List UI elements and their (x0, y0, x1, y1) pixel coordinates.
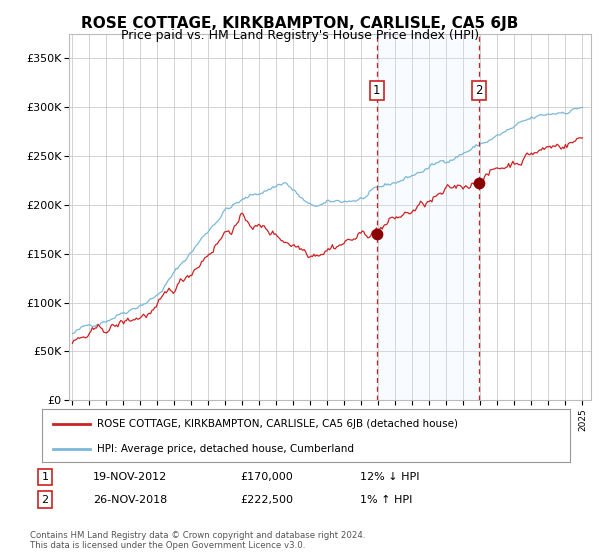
Text: HPI: Average price, detached house, Cumberland: HPI: Average price, detached house, Cumb… (97, 444, 355, 454)
Text: Contains HM Land Registry data © Crown copyright and database right 2024.
This d: Contains HM Land Registry data © Crown c… (30, 530, 365, 550)
Point (372, 230, 382, 239)
Text: 1: 1 (41, 472, 49, 482)
Text: ROSE COTTAGE, KIRKBAMPTON, CARLISLE, CA5 6JB: ROSE COTTAGE, KIRKBAMPTON, CARLISLE, CA5… (82, 16, 518, 31)
Text: 12% ↓ HPI: 12% ↓ HPI (360, 472, 419, 482)
Text: £222,500: £222,500 (240, 494, 293, 505)
Text: 1% ↑ HPI: 1% ↑ HPI (360, 494, 412, 505)
Point (474, 178, 484, 187)
Text: 1: 1 (373, 84, 380, 97)
Text: 19-NOV-2012: 19-NOV-2012 (93, 472, 167, 482)
Bar (377, 34, 479, 400)
Text: Price paid vs. HM Land Registry's House Price Index (HPI): Price paid vs. HM Land Registry's House … (121, 29, 479, 42)
Text: £170,000: £170,000 (240, 472, 293, 482)
Text: 26-NOV-2018: 26-NOV-2018 (93, 494, 167, 505)
Text: ROSE COTTAGE, KIRKBAMPTON, CARLISLE, CA5 6JB (detached house): ROSE COTTAGE, KIRKBAMPTON, CARLISLE, CA5… (97, 419, 458, 429)
Text: 2: 2 (475, 84, 482, 97)
Text: 2: 2 (41, 494, 49, 505)
